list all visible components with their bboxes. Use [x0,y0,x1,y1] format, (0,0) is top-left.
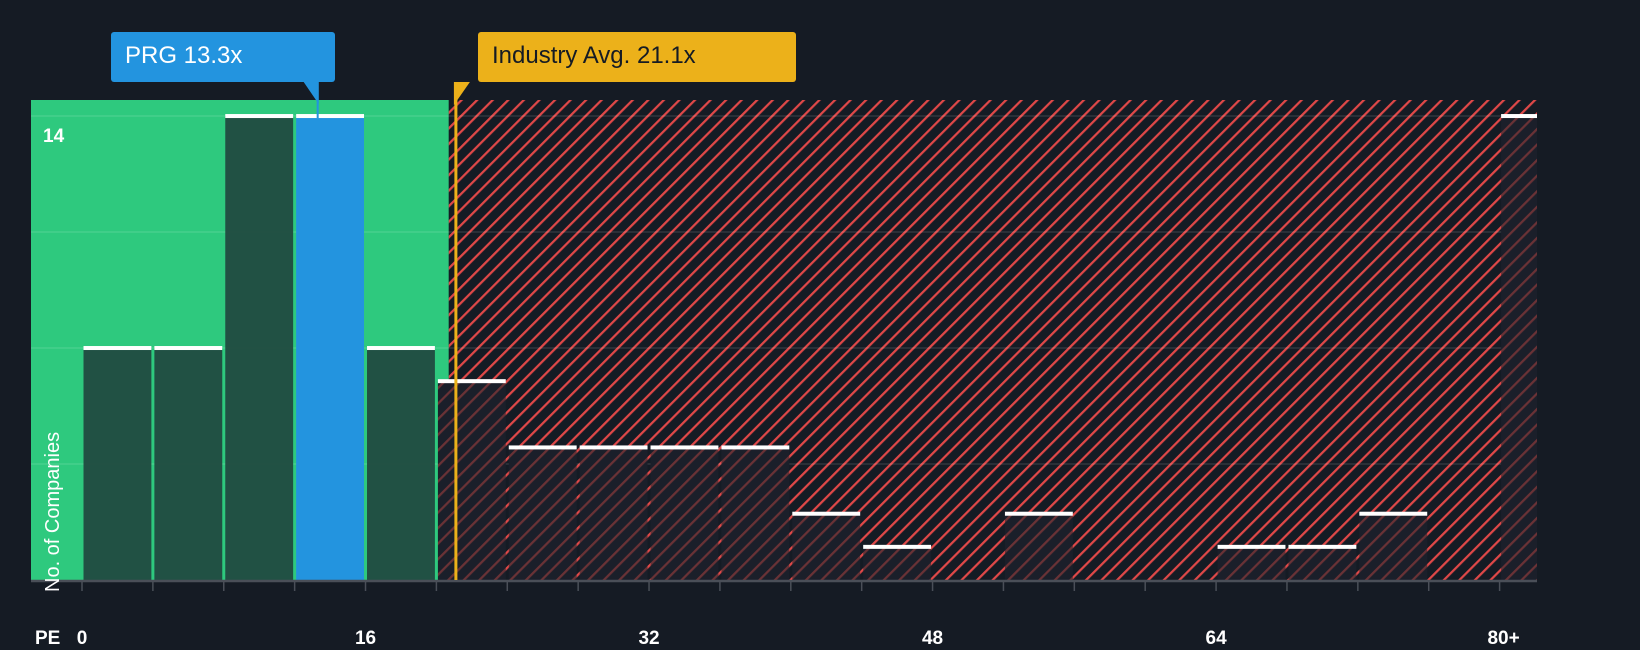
industry-label-pointer [453,82,470,105]
histogram-bar [1217,546,1286,580]
histogram-bar [650,447,719,580]
y-axis-title: No. of Companies [42,431,64,592]
bar-cap [650,445,719,450]
histogram-bar [1501,116,1537,580]
histogram-bar [1359,513,1428,580]
x-tick-label: 32 [638,628,660,649]
histogram-bar [225,116,294,580]
x-axis-title: PE [35,628,61,649]
histogram-bar [508,447,577,580]
x-tick-label: 48 [921,628,944,649]
histogram-bar [437,381,506,580]
bar-cap [1217,544,1286,549]
bar-cap [1359,511,1428,516]
bar-cap [154,346,223,351]
histogram-bar [367,348,435,580]
bar-cap [579,445,648,450]
bar-cap [296,114,365,119]
company-pe-label: PRG 13.3x [111,32,335,82]
bar-cap [367,346,435,351]
histogram-bar [154,348,223,580]
bar-cap [721,445,790,450]
y-axis-max-label: 14 [43,126,65,147]
histogram-bar [1288,546,1357,580]
histogram-bar [792,513,861,580]
prg-label-pointer [303,82,319,104]
bar-cap [225,114,294,119]
bar-cap [863,544,932,549]
histogram-bar [579,447,648,580]
bar-cap [1004,511,1073,516]
bar-cap [508,445,577,450]
x-tick-label: 80+ [1487,628,1520,649]
histogram-bar [721,447,790,580]
bar-cap [1501,114,1537,119]
bar-cap [792,511,861,516]
x-tick-label: 16 [354,628,377,649]
histogram-bar [83,348,152,580]
histogram-bar [296,116,365,580]
histogram-bar [863,546,932,580]
industry-average-label: Industry Avg. 21.1x [478,32,796,82]
bar-cap [437,379,506,384]
x-tick-label: 64 [1205,628,1227,649]
histogram-bar [1004,513,1073,580]
bar-cap [1288,544,1357,549]
x-tick-label: 0 [76,628,88,649]
bar-cap [83,346,152,351]
